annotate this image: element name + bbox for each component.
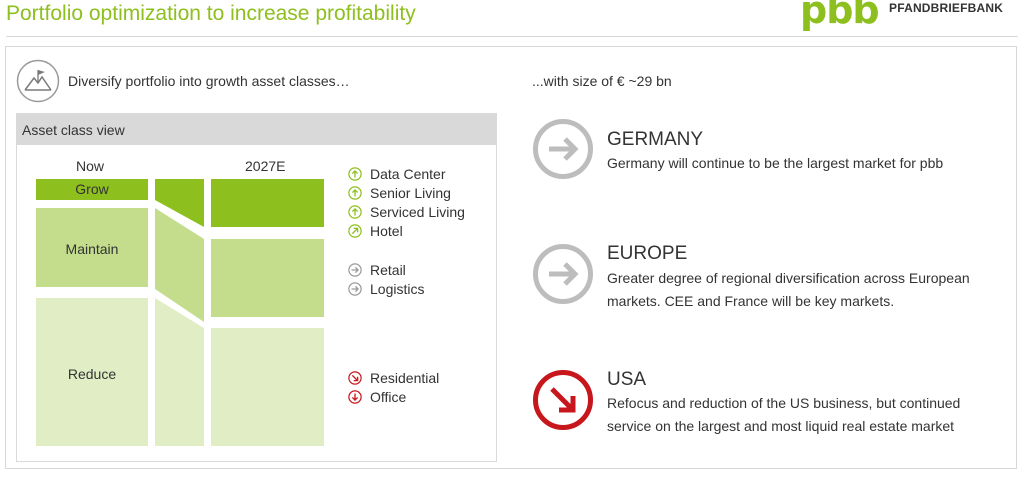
2027e-reduce-block: [211, 328, 324, 446]
legend-label: Residential: [370, 370, 440, 386]
asset-view-title: Asset class view: [22, 122, 125, 138]
region-text-usa: Refocus and reduction of the US business…: [607, 395, 961, 434]
legend-label: Retail: [370, 262, 406, 278]
legend-item: Logistics: [348, 281, 424, 297]
arrow-down-right-red-icon: [532, 369, 594, 431]
region-heading-usa: USA: [607, 369, 647, 390]
legend-label: Senior Living: [370, 185, 451, 201]
mountain-flag-icon: [16, 59, 60, 103]
legend-item: Office: [348, 389, 406, 405]
left-intro-text: Diversify portfolio into growth asset cl…: [68, 73, 350, 89]
arrow-up-green-icon: [348, 167, 362, 181]
asset-view-panel: [16, 145, 497, 462]
flow-connectors: [155, 179, 204, 446]
legend-label: Office: [370, 389, 407, 405]
arrow-up-green-icon: [348, 205, 362, 219]
now-grow-block: [36, 179, 148, 200]
arrow-down-right-red-icon: [348, 371, 362, 385]
legend-item: Senior Living: [348, 185, 451, 201]
legend-label: Hotel: [370, 223, 403, 239]
column-now-label: Now: [76, 158, 105, 174]
now-maintain-block: [36, 208, 148, 287]
arrow-right-grey-icon: [532, 243, 594, 305]
region-heading-europe: EUROPE: [607, 243, 688, 264]
legend-item: Serviced Living: [348, 204, 465, 220]
brand-logo-mark: pbb: [800, 0, 880, 32]
region-text-germany: Germany will continue to be the largest …: [607, 155, 944, 171]
region-text-europe: Greater degree of regional diversificati…: [607, 270, 970, 309]
arrow-down-red-icon: [348, 390, 362, 404]
2027e-maintain-block: [211, 239, 324, 317]
right-intro-text: ...with size of € ~29 bn: [532, 73, 672, 89]
now-reduce-block: [36, 298, 148, 446]
arrow-right-grey-icon: [348, 263, 362, 277]
content-frame: [5, 46, 1017, 469]
legend-label: Serviced Living: [370, 204, 465, 220]
arrow-right-grey-icon: [532, 118, 594, 180]
legend-item: Residential: [348, 370, 439, 386]
legend-item: Data Center: [348, 166, 445, 182]
legend-label: Logistics: [370, 281, 425, 297]
arrow-up-green-icon: [348, 186, 362, 200]
arrow-right-grey-icon: [348, 282, 362, 296]
region-heading-germany: GERMANY: [607, 129, 704, 150]
grow-label: Grow: [75, 181, 109, 197]
maintain-label: Maintain: [65, 241, 119, 257]
asset-view-header: [16, 113, 497, 145]
legend-item: Hotel: [348, 223, 403, 239]
brand-logo-text: PFANDBRIEFBANK: [889, 1, 1004, 15]
legend-item: Retail: [348, 262, 406, 278]
header-divider: [6, 36, 1018, 37]
reduce-label: Reduce: [67, 366, 117, 382]
page-title: Portfolio optimization to increase profi…: [6, 2, 416, 25]
column-2027e-label: 2027E: [245, 158, 286, 174]
arrow-up-right-green-icon: [348, 224, 362, 238]
2027e-grow-block: [211, 179, 324, 227]
legend-label: Data Center: [370, 166, 446, 182]
